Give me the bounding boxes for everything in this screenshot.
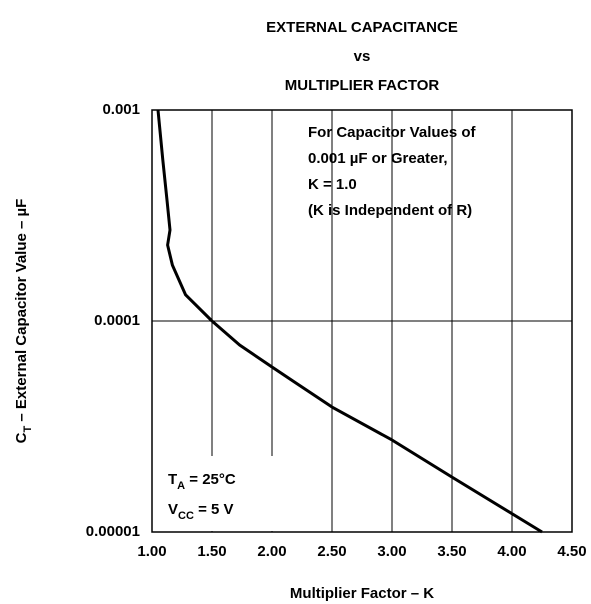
x-tick-label: 2.00 [257,543,286,560]
condition-part: A [177,480,185,492]
x-tick-label: 2.50 [317,543,346,560]
annotation: For Capacitor Values of [308,124,477,141]
condition: TA = 25°C [168,471,236,492]
y-axis-label: CT – External Capacitor Value – µF [13,199,34,444]
y-axis-label-part: C [13,432,30,443]
condition-part: = 25°C [185,471,236,488]
annotation: 0.001 µF or Greater, [308,150,448,167]
line [156,109,543,534]
chart-title: vs [354,48,371,65]
x-tick-label: 3.00 [377,543,406,560]
plot-frame [151,109,573,533]
y-tick-label: 0.0001 [94,312,140,329]
condition: VCC = 5 V [168,501,234,522]
chart-title: MULTIPLIER FACTOR [285,77,440,94]
chart-title: EXTERNAL CAPACITANCE [266,19,458,36]
condition-part: V [168,501,178,518]
x-tick-label: 4.50 [557,543,586,560]
condition-part: T [168,471,177,488]
x-tick-label: 4.00 [497,543,526,560]
condition-part: CC [178,510,194,522]
x-tick-label: 1.50 [197,543,226,560]
y-tick-label: 0.00001 [86,523,140,540]
y-tick-label: 0.001 [102,101,140,118]
y-axis-label-part: – External Capacitor Value – µF [13,199,30,426]
y-axis-label-part: T [22,425,34,432]
annotation: K = 1.0 [308,176,357,193]
condition-part: = 5 V [194,501,234,518]
conditions-box [153,456,285,531]
annotation: (K is Independent of R) [308,202,472,219]
x-axis-label: Multiplier Factor – K [290,585,434,602]
x-tick-label: 3.50 [437,543,466,560]
x-tick-label: 1.00 [137,543,166,560]
